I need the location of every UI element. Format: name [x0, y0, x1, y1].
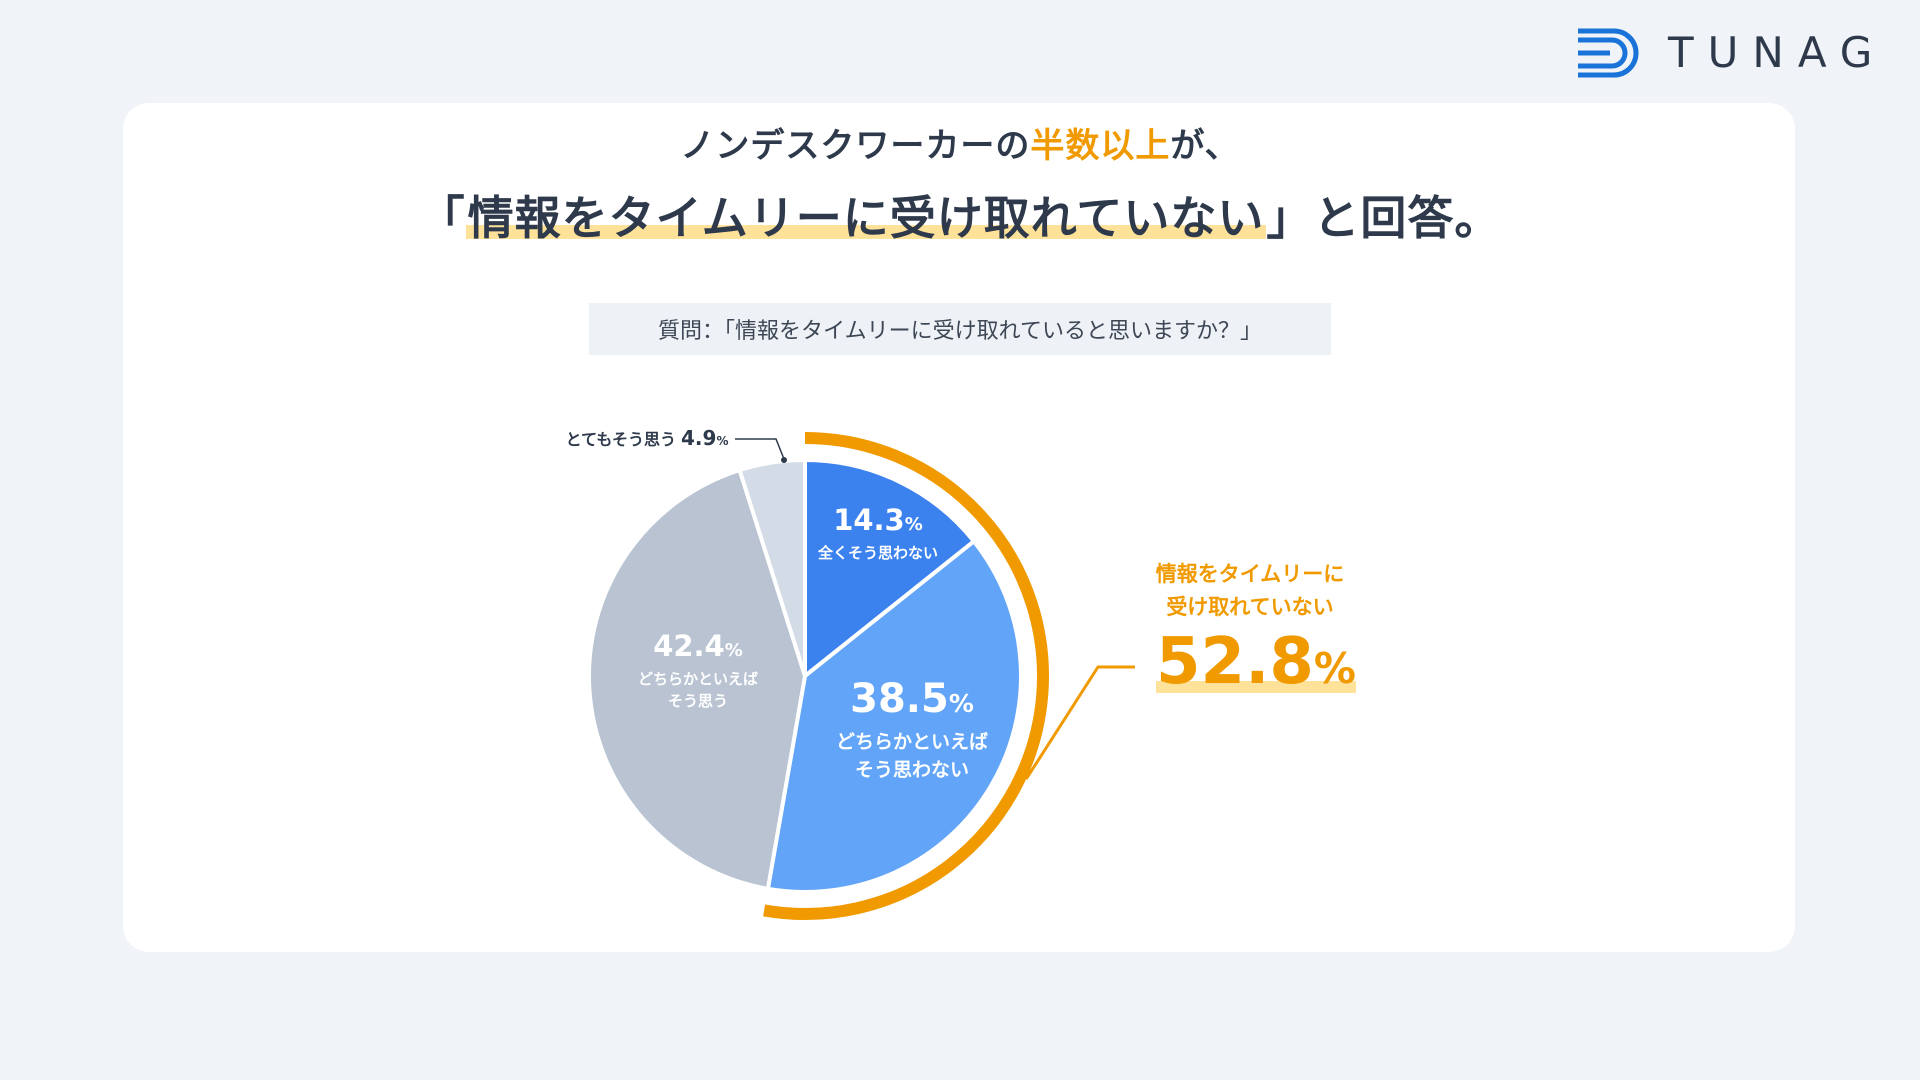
logo-text: TUNAG	[1668, 28, 1887, 77]
summary-value-number: 52.8	[1156, 625, 1314, 699]
summary-bracket-arc	[763, 432, 1049, 920]
headline-open-bracket: 「	[418, 191, 466, 245]
headline-prefix: ノンデスクワーカーの	[680, 126, 1031, 166]
pie-slice	[803, 457, 977, 681]
slice-label: 全くそう思わない	[817, 544, 938, 562]
summary-connector-line	[1024, 665, 1135, 780]
headline-suffix: が、	[1170, 126, 1240, 166]
small-slice-leader-line	[735, 438, 785, 460]
summary-value: 52.8%	[1156, 622, 1356, 709]
small-slice-value-label: 4.9%	[681, 426, 728, 450]
small-slice-leader-dot	[781, 457, 787, 463]
headline-line2: 「情報をタイムリーに受け取れていない」と回答。	[0, 182, 1920, 248]
headline-line1: ノンデスクワーカーの半数以上が、	[0, 118, 1920, 167]
value-unit: %	[905, 514, 923, 535]
summary-label-line2: 受け取れていない	[1166, 595, 1334, 619]
pie-slice	[737, 457, 807, 677]
survey-question: 質問：「情報をタイムリーに受け取れていると思いますか？」	[589, 303, 1331, 355]
headline-accent: 半数以上	[1030, 126, 1171, 166]
tunag-d-logo-icon	[1578, 28, 1639, 78]
headline-highlight: 情報をタイムリーに受け取れていない	[465, 191, 1267, 245]
pie-slice	[587, 467, 808, 892]
summary-value-unit: %	[1313, 644, 1356, 693]
headline-line2-suffix: 」と回答。	[1266, 191, 1502, 245]
summary-label-line1: 情報をタイムリーに	[1155, 562, 1345, 586]
small-slice-label: とてもそう思う	[566, 430, 676, 449]
value-unit: %	[725, 640, 743, 661]
value-unit: %	[716, 434, 728, 448]
slice-label: そう思わない	[855, 759, 969, 781]
brand-logo: TUNAG	[1576, 26, 1886, 80]
slice-label: そう思う	[668, 692, 728, 710]
pie-slice	[765, 538, 1023, 894]
summary-label: 情報をタイムリーに 受け取れていない	[1140, 558, 1360, 624]
slice-label: どちらかといえば	[638, 670, 758, 688]
value-unit: %	[949, 689, 974, 718]
slice-label: どちらかといえば	[836, 731, 988, 753]
